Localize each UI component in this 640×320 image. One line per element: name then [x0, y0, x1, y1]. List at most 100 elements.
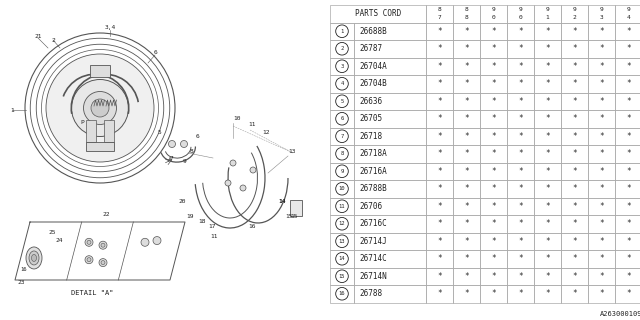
Bar [615, 268, 640, 285]
Bar [354, 22, 426, 40]
Text: *: * [572, 167, 577, 176]
Circle shape [153, 236, 161, 244]
Bar [330, 5, 426, 22]
Bar [615, 197, 640, 215]
Bar [426, 163, 453, 180]
Bar [561, 22, 588, 40]
Text: DETAIL "A": DETAIL "A" [71, 290, 113, 296]
Text: *: * [599, 97, 604, 106]
Bar [588, 127, 615, 145]
Text: 18: 18 [198, 219, 205, 224]
Text: *: * [599, 237, 604, 246]
Bar [453, 75, 480, 92]
Bar [561, 58, 588, 75]
Bar [507, 40, 534, 58]
Text: 26718: 26718 [359, 132, 382, 141]
Bar [290, 200, 302, 216]
Bar [480, 75, 507, 92]
Bar [453, 285, 480, 302]
Bar [615, 233, 640, 250]
Text: *: * [545, 27, 550, 36]
Bar [588, 110, 615, 127]
Text: *: * [464, 289, 469, 298]
Text: *: * [491, 27, 496, 36]
Bar [354, 285, 426, 302]
Text: *: * [491, 97, 496, 106]
Bar [426, 233, 453, 250]
Text: *: * [491, 184, 496, 193]
Bar [507, 233, 534, 250]
Bar [453, 215, 480, 233]
Bar [534, 127, 561, 145]
Bar [354, 110, 426, 127]
Bar [588, 92, 615, 110]
Text: *: * [599, 289, 604, 298]
Bar [615, 58, 640, 75]
Bar [354, 163, 426, 180]
Bar [104, 120, 114, 142]
Text: *: * [599, 254, 604, 263]
Text: 9: 9 [183, 159, 187, 164]
Circle shape [85, 238, 93, 246]
Bar [615, 110, 640, 127]
Bar [453, 92, 480, 110]
Text: *: * [626, 79, 631, 88]
Bar [354, 127, 426, 145]
Text: *: * [572, 289, 577, 298]
Text: *: * [572, 149, 577, 158]
Bar [615, 145, 640, 163]
Bar [507, 250, 534, 268]
Text: 9: 9 [600, 7, 604, 12]
Text: *: * [437, 167, 442, 176]
Text: *: * [545, 44, 550, 53]
Bar [330, 58, 354, 75]
Text: *: * [518, 237, 523, 246]
Text: *: * [572, 44, 577, 53]
Text: *: * [626, 44, 631, 53]
Bar [561, 127, 588, 145]
Text: 9: 9 [492, 7, 495, 12]
Text: 1: 1 [340, 29, 344, 34]
Text: *: * [464, 254, 469, 263]
Text: 26706: 26706 [359, 202, 382, 211]
Bar [426, 180, 453, 197]
Text: 4: 4 [340, 81, 344, 86]
Bar [480, 58, 507, 75]
Bar [354, 92, 426, 110]
Bar [534, 215, 561, 233]
Bar [534, 233, 561, 250]
Text: *: * [599, 62, 604, 71]
Bar [615, 22, 640, 40]
Bar [588, 5, 615, 22]
Bar [480, 40, 507, 58]
Text: 15: 15 [339, 274, 345, 279]
Bar [480, 5, 507, 22]
Text: 3: 3 [340, 64, 344, 69]
Text: *: * [491, 272, 496, 281]
Text: *: * [518, 97, 523, 106]
Text: *: * [437, 27, 442, 36]
Text: *: * [464, 62, 469, 71]
Bar [534, 180, 561, 197]
Text: 7: 7 [340, 134, 344, 139]
Text: *: * [518, 289, 523, 298]
Text: 9: 9 [573, 7, 577, 12]
Text: 10: 10 [233, 116, 241, 121]
Bar [453, 40, 480, 58]
Text: 0: 0 [518, 15, 522, 20]
Bar [426, 75, 453, 92]
Bar [588, 197, 615, 215]
Text: 3,4: 3,4 [104, 26, 116, 30]
Bar [426, 145, 453, 163]
Text: *: * [518, 149, 523, 158]
Text: 13: 13 [288, 149, 296, 154]
Bar [330, 145, 354, 163]
Text: 26704A: 26704A [359, 62, 387, 71]
Bar [480, 110, 507, 127]
Bar [615, 215, 640, 233]
Bar [507, 5, 534, 22]
Text: 24: 24 [55, 238, 63, 243]
Text: 12: 12 [262, 130, 269, 135]
Text: *: * [626, 132, 631, 141]
Text: *: * [437, 132, 442, 141]
